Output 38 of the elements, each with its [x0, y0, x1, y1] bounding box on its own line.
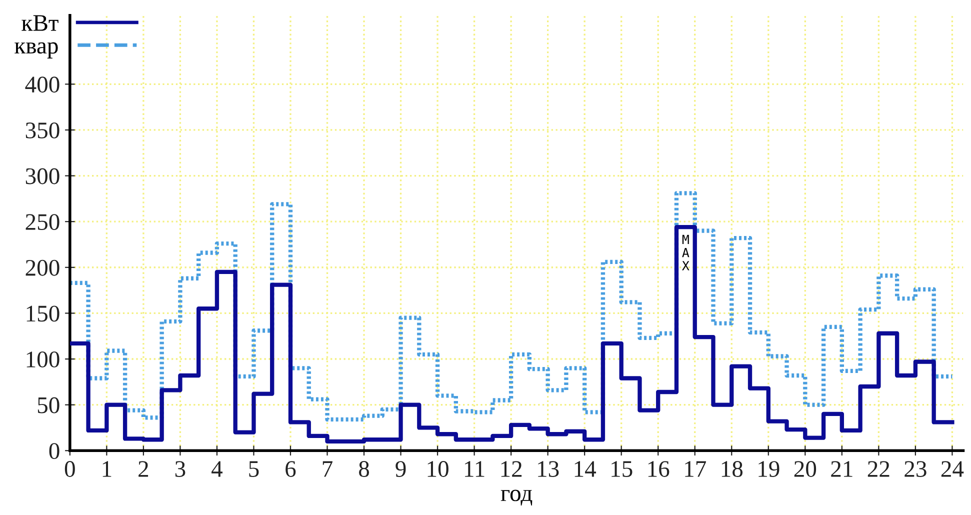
x-tick-label: 0	[64, 461, 75, 477]
x-tick-label: 15	[612, 461, 632, 477]
y-tick-label: 100	[26, 352, 60, 368]
legend-label: кВт	[22, 15, 58, 31]
y-tick-label: 400	[25, 76, 60, 93]
x-tick-label: 10	[428, 461, 448, 477]
x-tick-label: 4	[212, 461, 222, 477]
x-tick-label: 17	[685, 461, 706, 477]
x-tick-label: 20	[794, 461, 816, 477]
y-tick-label: 350	[26, 122, 60, 138]
y-tick-label: 250	[26, 214, 60, 230]
y-tick-label: 0	[49, 443, 60, 460]
x-tick-label: 3	[175, 461, 186, 477]
x-tick-label: 7	[322, 461, 332, 477]
x-tick-label: 5	[249, 461, 259, 477]
y-tick-label: 150	[26, 306, 60, 322]
x-tick-label: 6	[286, 461, 296, 477]
x-tick-label: 12	[501, 461, 522, 477]
y-tick-label: 300	[26, 168, 60, 184]
x-tick-label: 11	[465, 461, 484, 477]
x-tick-label: 22	[868, 461, 890, 477]
x-tick-label: 14	[574, 461, 596, 477]
x-tick-label: 18	[722, 461, 743, 477]
x-tick-label: 21	[831, 461, 852, 477]
annotation: MAX	[682, 234, 690, 270]
x-tick-label: 8	[359, 461, 370, 477]
y-tick-label: 200	[26, 260, 60, 276]
x-tick-label: 19	[758, 461, 780, 477]
x-tick-label: 9	[396, 461, 406, 477]
x-tick-label: 2	[138, 461, 148, 477]
x-tick-label: 23	[904, 461, 926, 477]
legend-label: квар	[14, 42, 58, 58]
x-tick-label: 13	[538, 461, 559, 477]
x-tick-label: 16	[648, 461, 670, 477]
x-tick-label: 1	[102, 461, 112, 477]
x-tick-label: 24	[941, 461, 964, 477]
y-tick-label: 50	[38, 397, 60, 414]
x-axis-title: год	[500, 490, 532, 506]
